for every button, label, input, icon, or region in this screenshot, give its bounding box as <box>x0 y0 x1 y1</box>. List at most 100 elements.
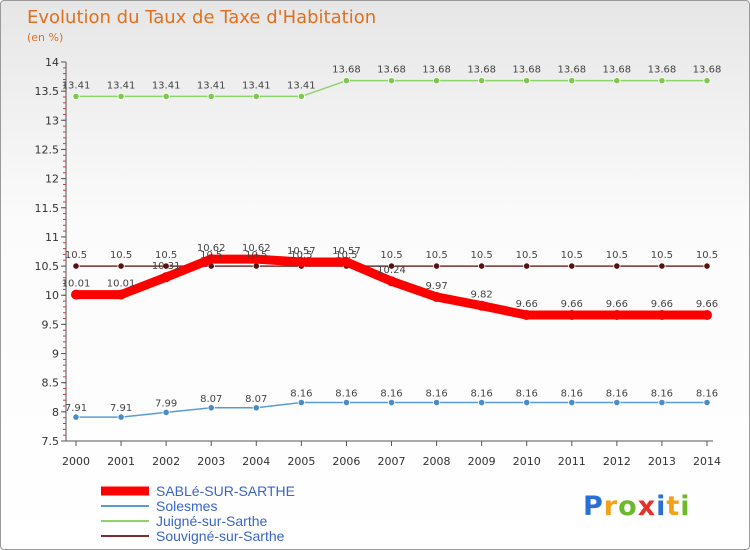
series-point-1 <box>252 404 260 412</box>
series-point-0 <box>251 254 262 265</box>
data-label: 9.97 <box>425 281 447 292</box>
x-tick-label: 2003 <box>197 455 225 468</box>
y-tick-label: 9.5 <box>42 318 60 331</box>
series-point-3 <box>432 262 441 270</box>
data-label: 10.5 <box>290 250 312 261</box>
legend-label: Solesmes <box>156 498 217 514</box>
series-point-1 <box>72 413 80 421</box>
series-point-3 <box>478 262 486 270</box>
data-label: 13.68 <box>693 65 722 76</box>
data-label: 10.5 <box>380 250 402 261</box>
series-point-0 <box>431 291 442 302</box>
chart-title: Evolution du Taux de Taxe d'Habitation <box>27 7 377 28</box>
series-point-3 <box>568 262 576 270</box>
data-label: 9.66 <box>696 299 718 310</box>
legend: SABLé-SUR-SARTHESolesmesJuigné-sur-Sarth… <box>101 483 295 544</box>
x-tick-label: 2011 <box>558 455 586 468</box>
series-point-0 <box>116 289 127 300</box>
y-tick-label: 13.5 <box>35 85 60 98</box>
x-tick-label: 2014 <box>693 455 721 468</box>
data-label: 10.5 <box>65 250 87 261</box>
x-tick-label: 2012 <box>603 455 631 468</box>
series-point-2 <box>117 92 125 101</box>
series-point-0 <box>521 310 532 321</box>
series-point-3 <box>387 262 396 270</box>
x-tick-label: 2013 <box>648 455 676 468</box>
data-label: 10.01 <box>107 279 136 290</box>
data-label: 10.57 <box>287 246 316 257</box>
data-label: 13.41 <box>62 80 91 91</box>
axes: 7.5 8 8.5 9 9.5 10 10.5 11 11.5 12 12.5 13 13.5 14 200… <box>35 56 722 468</box>
y-tick-label: 12.5 <box>35 143 60 156</box>
series-point-2 <box>342 77 351 85</box>
x-tick-label: 2005 <box>287 455 315 468</box>
y-tick-label: 8 <box>52 406 59 419</box>
data-label: 8.16 <box>380 389 402 400</box>
series-point-0 <box>656 310 667 321</box>
series-point-2 <box>162 92 170 101</box>
series-point-1 <box>387 398 396 407</box>
y-tick-label: 8.5 <box>42 377 60 390</box>
x-tick-label: 2002 <box>152 455 180 468</box>
y-tick-label: 10 <box>45 289 59 302</box>
series-point-0 <box>296 256 307 267</box>
legend-label: Souvigné-sur-Sarthe <box>156 528 285 544</box>
y-tick-label: 11.5 <box>35 202 60 215</box>
data-label: 13.68 <box>377 65 406 76</box>
data-label: 8.16 <box>516 389 538 400</box>
series-point-0 <box>341 256 352 267</box>
x-tick-label: 2000 <box>62 455 90 468</box>
series-point-2 <box>478 77 486 85</box>
data-label: 13.41 <box>107 80 136 91</box>
data-label: 10.5 <box>335 250 357 261</box>
series-point-2 <box>523 77 531 85</box>
data-label: 10.5 <box>155 250 177 261</box>
data-labels: 10.01 10.01 10.31 10.62 10.62 10.57 10.57 10.24… <box>62 65 722 414</box>
data-label: 10.5 <box>606 250 628 261</box>
series-point-1 <box>117 413 125 421</box>
series-point-1 <box>568 398 576 407</box>
series-point-0 <box>566 310 577 321</box>
series-point-2 <box>568 77 576 85</box>
series-point-3 <box>523 262 531 270</box>
x-tick-label: 2001 <box>107 455 135 468</box>
data-label: 13.41 <box>197 80 226 91</box>
y-tick-label: 11 <box>45 231 59 244</box>
data-label: 8.07 <box>245 394 267 405</box>
proxiti-logo: Proxiti <box>583 491 691 522</box>
series-point-3 <box>162 262 170 270</box>
series-point-2 <box>432 77 441 85</box>
series-point-1 <box>478 398 486 407</box>
x-tick-label: 2008 <box>423 455 451 468</box>
series-point-1 <box>432 398 441 407</box>
series-point-1 <box>658 398 666 407</box>
data-label: 13.68 <box>557 65 586 76</box>
y-tick-label: 12 <box>45 173 59 186</box>
data-label: 8.16 <box>471 389 493 400</box>
data-label: 7.99 <box>155 398 177 409</box>
series-point-2 <box>297 92 305 101</box>
data-label: 9.66 <box>561 299 583 310</box>
data-label: 9.66 <box>516 299 538 310</box>
series-point-0 <box>386 276 397 287</box>
data-label: 8.16 <box>425 389 447 400</box>
series-point-2 <box>252 92 260 101</box>
series-point-1 <box>342 398 351 407</box>
data-label: 10.24 <box>377 265 406 276</box>
data-label: 10.5 <box>561 250 583 261</box>
data-label: 8.16 <box>651 389 673 400</box>
series-point-3 <box>658 262 666 270</box>
data-label: 10.01 <box>62 279 91 290</box>
data-label: 13.68 <box>467 65 496 76</box>
data-label: 10.5 <box>425 250 447 261</box>
series-point-0 <box>611 310 622 321</box>
series-point-2 <box>72 92 80 101</box>
series-point-0 <box>161 272 172 283</box>
series-point-2 <box>658 77 666 85</box>
x-tick-label: 2004 <box>242 455 270 468</box>
data-label: 9.82 <box>471 290 493 301</box>
legend-label: SABLé-SUR-SARTHE <box>156 483 295 499</box>
data-label: 8.16 <box>290 389 312 400</box>
series-point-0 <box>71 289 81 300</box>
